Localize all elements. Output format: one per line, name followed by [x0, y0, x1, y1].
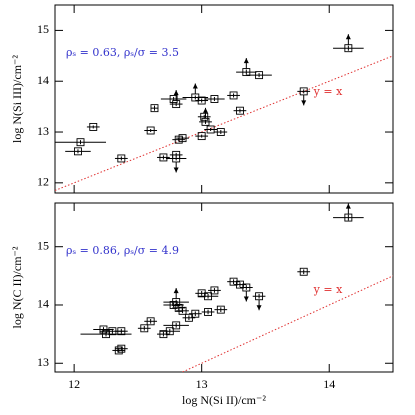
point	[299, 267, 308, 276]
annotation: ρₛ = 0.86, ρₛ/σ = 4.9	[66, 244, 179, 257]
point	[117, 344, 126, 353]
point	[140, 324, 149, 333]
point	[235, 280, 244, 289]
point	[197, 132, 206, 141]
point	[146, 317, 155, 326]
annotation: ρₛ = 0.63, ρₛ/σ = 3.5	[66, 46, 179, 59]
limit-arrowhead	[173, 90, 179, 96]
point	[197, 96, 206, 105]
point	[117, 327, 126, 336]
point	[216, 305, 225, 314]
x-tick-label: 14	[323, 377, 335, 391]
point	[74, 147, 82, 156]
x-tick-label: 13	[196, 377, 208, 391]
point	[206, 125, 215, 134]
y-axis-label: log N(C II)/cm⁻²	[10, 246, 24, 328]
point	[210, 286, 219, 295]
point	[172, 321, 181, 330]
plot-frame	[54, 202, 394, 373]
point	[229, 91, 238, 100]
limit-arrowhead	[243, 296, 249, 302]
limit-arrowhead	[173, 167, 179, 173]
point	[204, 308, 213, 316]
point	[114, 346, 123, 355]
limit-arrowhead	[243, 58, 249, 64]
point	[159, 330, 168, 339]
reference-line	[55, 55, 393, 191]
point	[184, 313, 193, 322]
point	[102, 330, 110, 339]
reference-line	[182, 275, 393, 372]
point	[197, 289, 206, 298]
point	[169, 301, 178, 309]
point	[117, 154, 126, 163]
line-label: y = x	[313, 283, 343, 296]
point	[178, 306, 187, 315]
plot-frame	[54, 4, 394, 194]
y-tick-label: 14	[37, 73, 49, 87]
point	[191, 309, 200, 318]
point	[255, 71, 264, 80]
point	[210, 95, 219, 103]
y-tick-label: 13	[37, 355, 49, 369]
line-label: y = x	[313, 85, 343, 98]
limit-arrowhead	[203, 107, 209, 113]
y-axis-label: log N(Si III)/cm⁻²	[10, 55, 24, 143]
limit-arrowhead	[173, 288, 179, 294]
limit-arrowhead	[301, 100, 307, 106]
limit-arrowhead	[345, 34, 351, 40]
y-tick-label: 15	[37, 22, 49, 36]
point	[172, 150, 181, 159]
point	[89, 122, 98, 131]
point	[150, 104, 159, 113]
limit-arrowhead	[256, 305, 262, 311]
y-tick-label: 14	[37, 297, 49, 311]
x-tick-label: 12	[68, 377, 80, 391]
point	[204, 292, 213, 301]
point	[229, 277, 238, 286]
point	[146, 126, 155, 135]
point	[178, 134, 187, 143]
point	[165, 327, 174, 336]
limit-arrowhead	[345, 203, 351, 209]
y-tick-label: 12	[37, 175, 49, 189]
y-tick-label: 13	[37, 124, 49, 138]
limit-arrowhead	[192, 83, 198, 89]
point	[235, 106, 244, 115]
point	[99, 325, 108, 334]
x-axis-label: log N(Si II)/cm⁻²	[182, 393, 266, 407]
y-tick-label: 15	[37, 238, 49, 252]
point	[200, 112, 209, 121]
point	[159, 153, 168, 162]
point	[216, 128, 225, 136]
point	[169, 95, 178, 103]
point	[76, 138, 85, 147]
